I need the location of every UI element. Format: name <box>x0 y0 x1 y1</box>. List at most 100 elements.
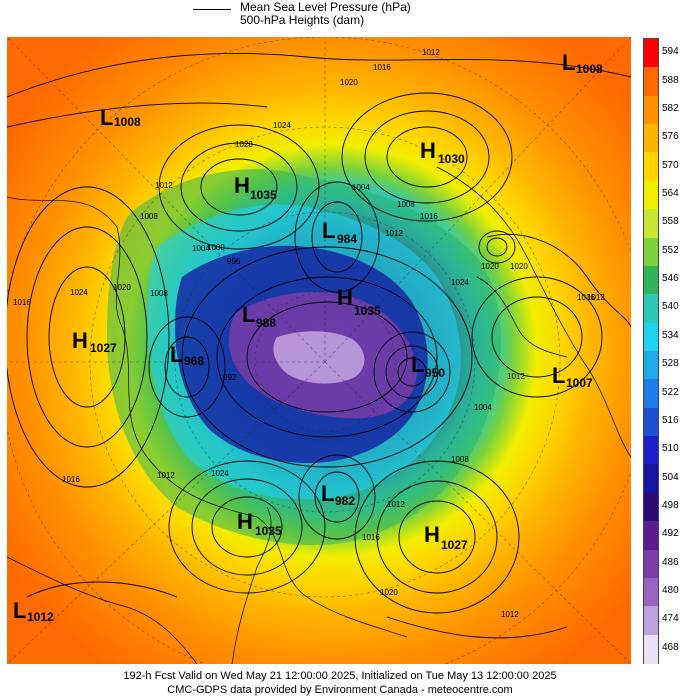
colorbar-tick-label: 588 <box>662 74 679 86</box>
isobar-label: 1004 <box>192 244 210 253</box>
isobar-label: 1012 <box>155 181 173 190</box>
svg-text:1030: 1030 <box>438 152 465 166</box>
pressure-centers: L 1008 L 1008 H 1035 H 1030 L 984 H 1027 L 968 … <box>13 50 603 624</box>
isobar-label: 1016 <box>373 63 391 72</box>
isobar-label: 1008 <box>451 455 469 464</box>
isobar-label: 1012 <box>385 229 403 238</box>
colorbar-tick-label: 540 <box>662 301 679 313</box>
isobar-label: 1020 <box>380 588 398 597</box>
colorbar-cell <box>644 95 658 125</box>
low-pressure-center: L 982 <box>321 481 355 508</box>
colorbar-cell <box>644 322 658 352</box>
svg-text:H: H <box>420 138 436 163</box>
colorbar-cell <box>644 436 658 466</box>
svg-text:1035: 1035 <box>250 188 277 202</box>
svg-text:968: 968 <box>184 354 204 368</box>
svg-text:1035: 1035 <box>354 304 381 318</box>
coastlines <box>7 166 631 664</box>
svg-text:988: 988 <box>256 316 276 330</box>
svg-text:L: L <box>562 50 575 75</box>
isobar-label: 1008 <box>150 289 168 298</box>
colorbar-tick-label: 564 <box>662 188 679 199</box>
isobar-label: 1016 <box>577 293 595 302</box>
svg-text:984: 984 <box>337 232 357 246</box>
colorbar-tick-label: 582 <box>662 102 679 114</box>
colorbar-cell <box>644 124 658 154</box>
colorbar-cell <box>644 180 658 210</box>
svg-text:L: L <box>322 218 335 243</box>
isobar-label: 1016 <box>420 212 438 221</box>
svg-text:L: L <box>321 481 334 506</box>
isobar-label: 1004 <box>474 403 492 412</box>
height-colorbar <box>643 38 659 664</box>
svg-text:L: L <box>411 352 424 377</box>
colorbar-tick-label: 576 <box>662 131 679 143</box>
colorbar-cell <box>644 577 658 607</box>
colorbar-tick-label: 522 <box>662 386 679 398</box>
svg-text:L: L <box>242 302 255 327</box>
colorbar-cell <box>644 67 658 97</box>
colorbar-tick-label: 528 <box>662 358 679 370</box>
colorbar-tick-label: 552 <box>662 244 679 256</box>
colorbar-cell <box>644 39 658 68</box>
svg-text:1008: 1008 <box>114 115 141 129</box>
low-pressure-center: L 1008 <box>562 50 603 76</box>
colorbar-cell <box>644 407 658 437</box>
colorbar-cell <box>644 464 658 494</box>
colorbar-tick-label: 516 <box>662 414 679 426</box>
svg-text:1035: 1035 <box>255 524 282 538</box>
colorbar-cell <box>644 152 658 182</box>
svg-text:1027: 1027 <box>90 341 117 355</box>
colorbar-cell <box>644 265 658 295</box>
colorbar-tick-label: 474 <box>662 613 679 625</box>
colorbar-cell <box>644 237 658 267</box>
isobar-label: 992 <box>223 373 237 382</box>
isobar-label: 1016 <box>362 533 380 542</box>
colorbar-cell <box>644 379 658 409</box>
colorbar-tick-label: 480 <box>662 585 679 597</box>
map-canvas: 1012 1016 1020 1024 1028 1008 1012 1004 … <box>7 37 631 664</box>
isobar-label: 1024 <box>70 288 88 297</box>
isobar-label: 1020 <box>510 262 528 271</box>
legend-header: Mean Sea Level Pressure (hPa) 500-hPa He… <box>0 0 680 36</box>
lat-lon-grid <box>7 37 631 664</box>
isobar-label: 1012 <box>157 471 175 480</box>
isobar-label: 1012 <box>587 293 605 302</box>
svg-text:H: H <box>72 328 88 353</box>
svg-text:L: L <box>100 105 113 130</box>
colorbar-cell <box>644 634 658 664</box>
isobar-label: 1020 <box>481 262 499 271</box>
svg-text:982: 982 <box>335 494 355 508</box>
colorbar-cell <box>644 521 658 551</box>
colorbar-tick-label: 492 <box>662 528 679 540</box>
svg-text:L: L <box>170 342 183 367</box>
isobars <box>7 52 631 639</box>
colorbar-cell <box>644 209 658 239</box>
colorbar-cell <box>644 351 658 380</box>
svg-text:H: H <box>237 509 253 534</box>
svg-text:L: L <box>13 598 26 623</box>
isobar-label: 1012 <box>387 500 405 509</box>
colorbar-tick-label: 570 <box>662 159 679 171</box>
low-pressure-center: L 968 <box>170 342 204 368</box>
isobar-label: 1024 <box>451 278 469 287</box>
colorbar-cell <box>644 492 658 522</box>
svg-text:H: H <box>337 285 353 310</box>
isobar-label: 1028 <box>235 140 253 149</box>
isobar-label: 1008 <box>397 200 415 209</box>
low-pressure-center: L 1008 <box>100 105 141 130</box>
svg-text:H: H <box>234 173 250 198</box>
isobar-label: 1020 <box>340 78 358 87</box>
high-pressure-center: H 1027 <box>72 328 117 355</box>
low-pressure-center: L 1007 <box>552 363 593 390</box>
isobar-label: 1004 <box>352 183 370 192</box>
isobar-label: 1024 <box>211 469 229 478</box>
data-source-caption: CMC-GDPS data provided by Environment Ca… <box>167 684 513 696</box>
colorbar-tick-label: 498 <box>662 500 679 511</box>
colorbar-cell <box>644 549 658 579</box>
isobar-label: 1008 <box>140 212 158 221</box>
low-pressure-center: L 984 <box>322 218 357 246</box>
svg-text:1008: 1008 <box>576 62 603 76</box>
svg-text:1007: 1007 <box>566 376 593 390</box>
